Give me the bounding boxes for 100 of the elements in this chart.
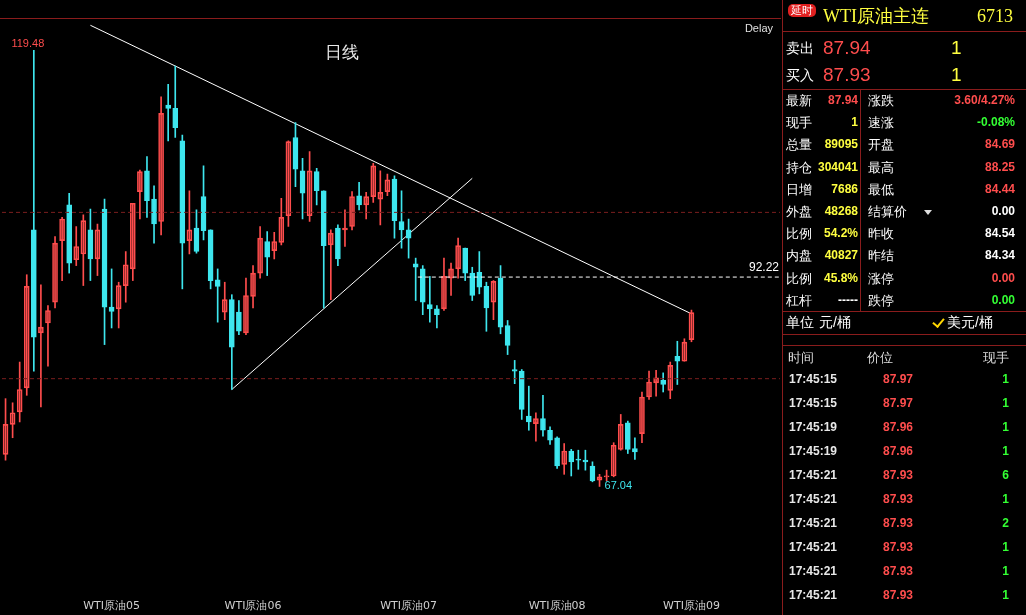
- text: 6713: [977, 6, 1013, 26]
- text: 17:45:21: [789, 492, 838, 506]
- text: 17:45:21: [789, 564, 838, 578]
- text: 涨跌: [868, 93, 894, 108]
- candlestick: [165, 83, 172, 142]
- text: 单位: [786, 314, 814, 330]
- text: 1: [1002, 372, 1009, 386]
- text: 卖出: [786, 40, 814, 56]
- x-tick-label: WTI原油06: [224, 599, 282, 613]
- text: 84.44: [984, 181, 1015, 196]
- candlestick: [575, 449, 582, 470]
- x-tick-label: WTI原油08: [528, 599, 586, 613]
- text: 87.93: [882, 588, 914, 602]
- candlestick: [412, 257, 419, 301]
- text: 17:45:21: [789, 588, 838, 602]
- x-tick-label: WTI原油09: [663, 599, 720, 613]
- text: 1: [1002, 420, 1009, 434]
- text: 17:45:21: [789, 468, 838, 482]
- text: 涨停: [868, 270, 894, 286]
- text: 比例: [786, 226, 812, 242]
- text: 总量: [786, 137, 812, 153]
- text: 昨结: [868, 248, 894, 264]
- candlestick: [511, 360, 518, 385]
- text: 最新: [786, 93, 812, 108]
- text: 1: [1002, 396, 1009, 410]
- text: 1: [1002, 564, 1009, 578]
- text: 内盘: [786, 248, 812, 264]
- text: 结算价: [868, 204, 907, 219]
- x-tick-label: WTI原油05: [83, 599, 141, 613]
- text: 87.93: [882, 564, 914, 578]
- text: -----: [838, 292, 858, 307]
- text: 时间: [788, 350, 814, 365]
- text: 17:45:21: [789, 516, 838, 530]
- text: 17:45:15: [789, 396, 838, 410]
- candlestick: [674, 340, 681, 385]
- text: 昨收: [868, 226, 894, 242]
- text: 最高: [868, 159, 894, 175]
- text: 2: [1002, 516, 1009, 530]
- text: WTI原油主连: [823, 6, 929, 26]
- text: 比例: [786, 270, 812, 286]
- text: 跌停: [868, 292, 894, 308]
- text: 速涨: [868, 115, 894, 131]
- text: 17:45:21: [789, 540, 838, 554]
- text: 48268: [824, 204, 858, 218]
- text: 0.00: [991, 270, 1015, 285]
- annotation: 67.04: [604, 479, 633, 492]
- text: 外盘: [786, 204, 812, 219]
- text: 17:45:15: [789, 372, 838, 386]
- text: 87.93: [823, 64, 871, 85]
- text: 3.60/4.27%: [954, 93, 1015, 107]
- ref-line-label: 92.22: [748, 260, 780, 275]
- text: 87.96: [882, 444, 914, 458]
- text: 87.96: [882, 420, 914, 434]
- text: 84.69: [984, 137, 1015, 152]
- text: 119.48: [11, 36, 45, 49]
- text: 美元/桶: [947, 314, 993, 330]
- text: 6: [1002, 468, 1009, 482]
- text: 1: [951, 64, 962, 85]
- text: 89095: [824, 137, 858, 152]
- text: 87.93: [882, 468, 914, 482]
- text: 1: [851, 115, 858, 130]
- text: 开盘: [868, 137, 894, 153]
- x-tick-label: WTI原油07: [380, 599, 438, 613]
- text: 7686: [831, 181, 858, 196]
- text: 现手: [786, 115, 812, 131]
- text: 元/桶: [819, 314, 851, 330]
- text: Delay: [744, 21, 774, 34]
- text: 87.97: [882, 396, 914, 410]
- text: 304041: [817, 159, 858, 174]
- text: 84.34: [984, 248, 1015, 263]
- text: 1: [1002, 540, 1009, 554]
- candlestick: [525, 385, 532, 431]
- text: 现手: [983, 350, 1009, 365]
- text: 价位: [866, 350, 894, 365]
- text: 45.8%: [823, 270, 858, 285]
- text: 1: [1002, 588, 1009, 602]
- candlestick: [632, 437, 638, 460]
- text: 17:45:19: [789, 420, 838, 434]
- text: 买入: [786, 67, 814, 83]
- text: 日增: [786, 181, 812, 197]
- text: -0.08%: [976, 115, 1015, 130]
- text: 杠杆: [786, 292, 812, 308]
- text: 84.54: [984, 226, 1015, 241]
- text: 1: [1002, 444, 1009, 458]
- text: 87.93: [882, 492, 914, 506]
- text: 87.94: [827, 93, 858, 107]
- text: 最低: [868, 181, 894, 197]
- text: 87.94: [823, 37, 871, 58]
- text: 0.00: [991, 204, 1015, 218]
- candlestick: [214, 268, 221, 323]
- text: 54.2%: [823, 226, 858, 241]
- text: 0.00: [991, 292, 1015, 307]
- chart-title: 日线: [324, 42, 359, 63]
- text: 延时: [788, 4, 816, 17]
- text: 87.93: [882, 516, 914, 530]
- text: 88.25: [984, 159, 1015, 174]
- text: 40827: [824, 248, 858, 263]
- text: 17:45:19: [789, 444, 838, 458]
- text: 1: [951, 37, 962, 58]
- text: 87.93: [882, 540, 914, 554]
